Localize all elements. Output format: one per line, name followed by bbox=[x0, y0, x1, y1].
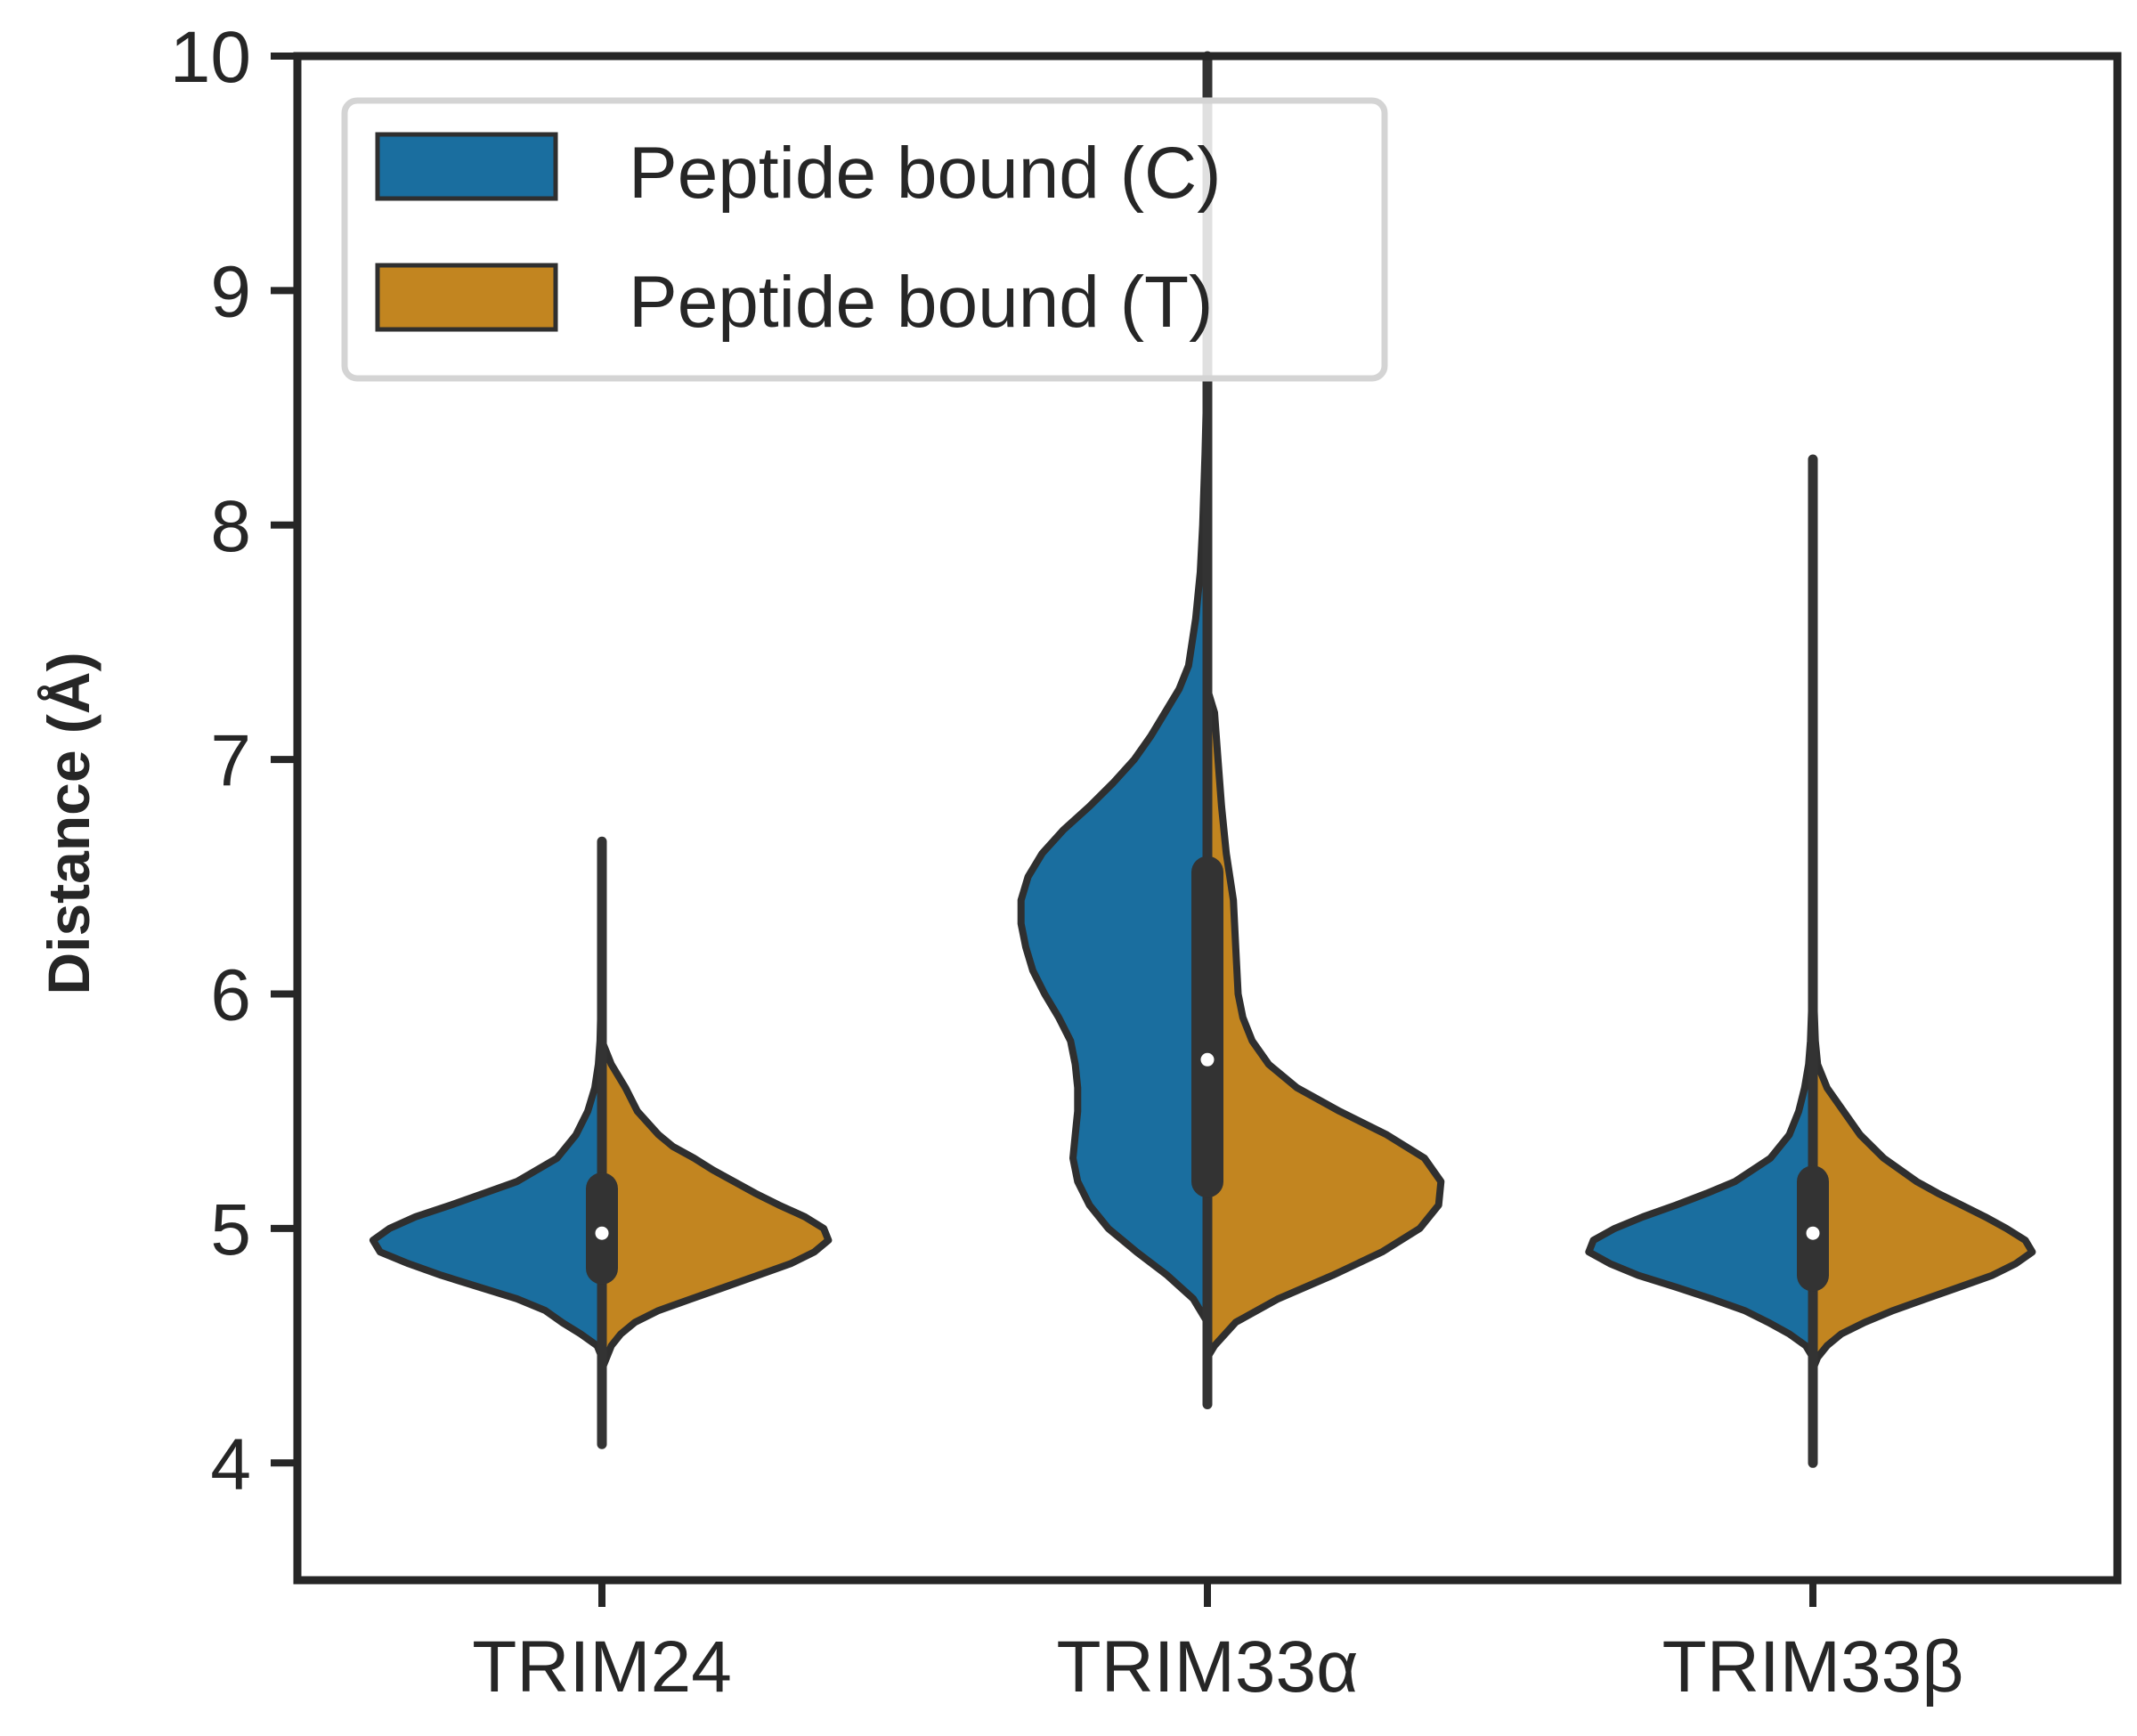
x-tick-label-trim33beta: TRIM33β bbox=[1662, 1626, 1964, 1708]
legend-label-peptide-bound-t: Peptide bound (T) bbox=[629, 262, 1213, 343]
y-axis-ticks: 4 5 6 7 8 9 10 bbox=[170, 17, 297, 1505]
violin-half-trim33alpha-peptide-bound-t bbox=[1204, 685, 1445, 1361]
x-tick-label-trim24: TRIM24 bbox=[472, 1626, 732, 1708]
legend-frame bbox=[341, 97, 1388, 382]
legend: Peptide bound (C) Peptide bound (T) bbox=[341, 97, 1388, 382]
y-tick-label: 8 bbox=[210, 486, 251, 567]
y-tick-label: 7 bbox=[210, 720, 251, 801]
x-axis-ticks: TRIM24 TRIM33α TRIM33β bbox=[472, 1580, 1963, 1708]
median-dot-trim24 bbox=[595, 1226, 609, 1240]
violin-half-trim33beta-peptide-bound-c bbox=[1585, 967, 1816, 1361]
y-tick-label: 5 bbox=[210, 1189, 251, 1270]
violin-half-trim33alpha-peptide-bound-c bbox=[1017, 357, 1211, 1326]
y-tick-label: 10 bbox=[170, 17, 251, 98]
violin-half-trim24-peptide-bound-t bbox=[598, 1037, 833, 1373]
legend-swatch-peptide-bound-t bbox=[375, 263, 558, 332]
y-tick-label: 6 bbox=[210, 955, 251, 1036]
median-dot-trim33beta bbox=[1806, 1226, 1820, 1240]
y-tick-label: 9 bbox=[210, 251, 251, 332]
x-tick-label-trim33alpha: TRIM33α bbox=[1056, 1626, 1358, 1708]
median-dot-trim33alpha bbox=[1200, 1052, 1215, 1067]
y-axis-label: Distance (Å) bbox=[36, 652, 102, 994]
y-tick-label: 4 bbox=[210, 1424, 251, 1505]
legend-label-peptide-bound-c: Peptide bound (C) bbox=[629, 133, 1222, 214]
violin-half-trim24-peptide-bound-c bbox=[369, 967, 605, 1361]
plot-area bbox=[369, 357, 2036, 1373]
violin-half-trim33beta-peptide-bound-t bbox=[1809, 967, 2036, 1373]
legend-swatch-peptide-bound-c bbox=[375, 132, 558, 201]
